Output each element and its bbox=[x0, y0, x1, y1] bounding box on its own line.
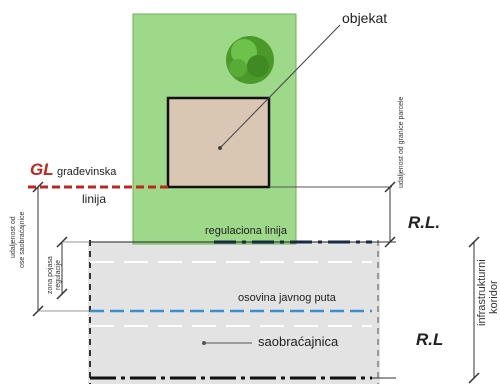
rl-bottom-label: R.L bbox=[416, 330, 444, 349]
building bbox=[166, 96, 271, 189]
objekat-point bbox=[218, 146, 222, 150]
zona-pojasa-label-1: zona pojasa bbox=[47, 256, 54, 294]
objekat-leader bbox=[219, 24, 341, 149]
objekat-label: objekat bbox=[342, 10, 388, 26]
infrastrukturni-label: infrastrukturni bbox=[476, 259, 488, 326]
zona-pojasa-label-2: regulacije bbox=[55, 260, 62, 290]
saobracajnica-label: saobraćajnica bbox=[258, 334, 339, 349]
gradevinska-label: građevinska bbox=[57, 166, 117, 178]
udaljenost-saobracajnice-label-2: ose saobraćajnice bbox=[19, 211, 26, 268]
gl-label: GL bbox=[30, 160, 54, 179]
rl-top-label: R.L. bbox=[408, 213, 441, 232]
koridor-label: koridor bbox=[488, 280, 500, 314]
regulaciona-linija-label: regulaciona linija bbox=[205, 225, 287, 237]
road-area bbox=[88, 242, 380, 384]
udaljenost-granice-label: udaljenost od granice parcele bbox=[398, 96, 405, 188]
linija-label: linija bbox=[82, 192, 107, 206]
tree-icon bbox=[226, 36, 274, 84]
udaljenost-saobracajnice-label-1: udaljenost od bbox=[10, 216, 17, 258]
osovina-label: osovina javnog puta bbox=[238, 292, 336, 304]
